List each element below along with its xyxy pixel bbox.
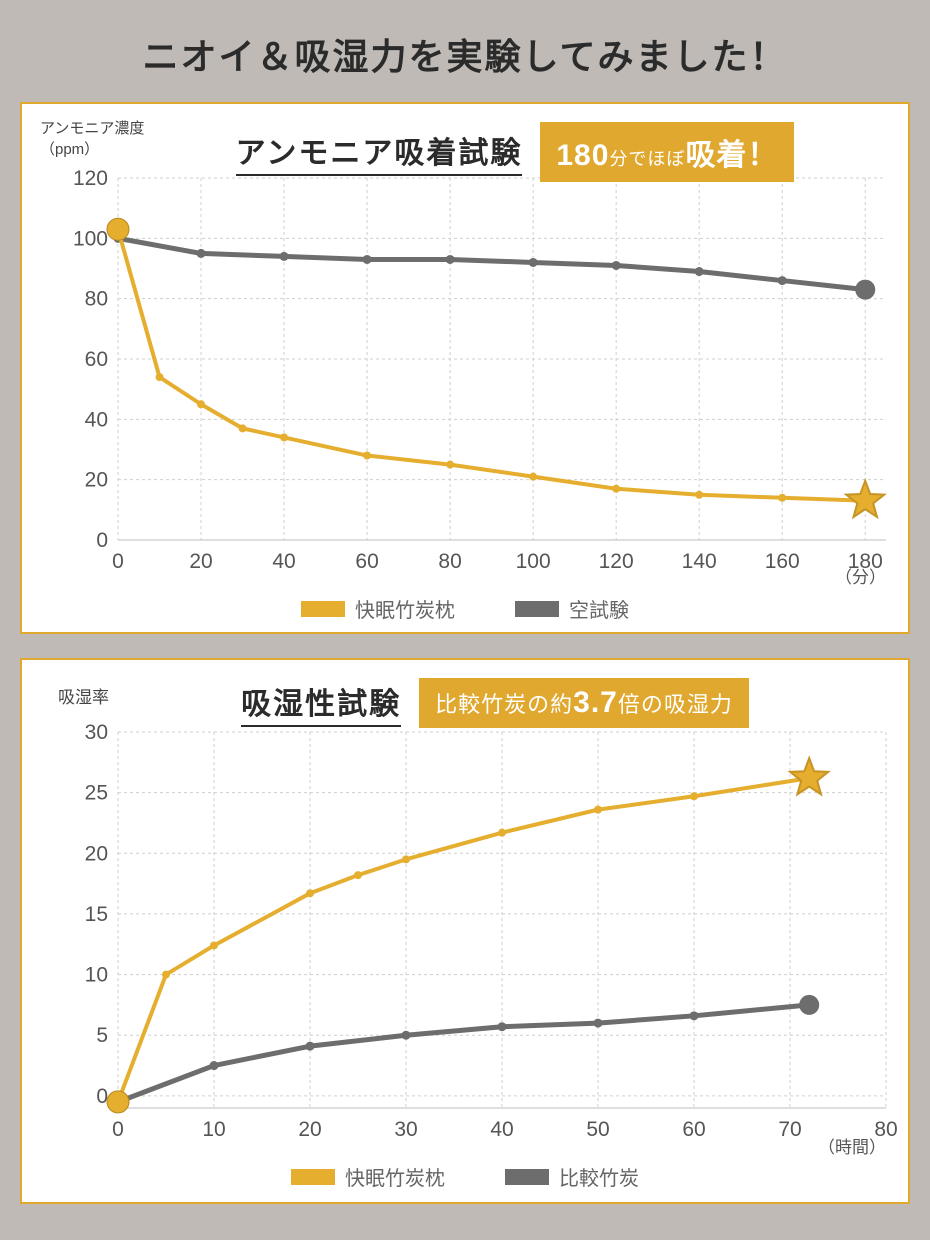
chart2-panel: 吸湿率 吸湿性試験 比較竹炭の約3.7倍の吸湿力 010203040506070…: [20, 658, 910, 1204]
svg-text:140: 140: [682, 550, 717, 573]
legend-swatch: [515, 601, 559, 617]
svg-text:5: 5: [96, 1024, 108, 1047]
chart2-svg: 01020304050607080051015202530: [22, 660, 908, 1162]
svg-text:10: 10: [85, 964, 108, 987]
legend-label: 快眠竹炭枕: [345, 1162, 445, 1191]
legend-item: 比較竹炭: [505, 1162, 639, 1191]
chart1-badge: 180分でほぼ吸着！: [540, 122, 794, 182]
svg-text:15: 15: [85, 903, 108, 926]
legend-label: 比較竹炭: [559, 1162, 639, 1191]
chart1-badge-mid: 分でほぼ: [609, 149, 685, 169]
svg-text:60: 60: [85, 348, 108, 371]
legend-swatch: [505, 1169, 549, 1185]
legend-swatch: [301, 601, 345, 617]
chart2-badge-num: 3.7: [573, 686, 618, 719]
svg-text:80: 80: [85, 288, 108, 311]
chart1-badge-num: 180: [556, 139, 609, 172]
chart2-badge: 比較竹炭の約3.7倍の吸湿力: [419, 678, 749, 728]
chart1-legend: 快眠竹炭枕 空試験: [22, 594, 908, 637]
svg-text:0: 0: [112, 550, 124, 573]
chart1-x-unit: （分）: [835, 563, 886, 588]
svg-text:20: 20: [85, 842, 108, 865]
svg-text:20: 20: [85, 469, 108, 492]
svg-text:30: 30: [394, 1118, 417, 1141]
page-title: ニオイ＆吸湿力を実験してみました！: [0, 0, 930, 102]
chart2-badge-post: 倍の吸湿力: [618, 692, 733, 717]
legend-swatch: [291, 1169, 335, 1185]
svg-text:20: 20: [189, 550, 212, 573]
svg-text:0: 0: [112, 1118, 124, 1141]
svg-text:120: 120: [599, 550, 634, 573]
svg-text:0: 0: [96, 529, 108, 552]
svg-text:70: 70: [778, 1118, 801, 1141]
svg-text:40: 40: [85, 408, 108, 431]
svg-text:80: 80: [438, 550, 461, 573]
svg-text:160: 160: [765, 550, 800, 573]
legend-item: 快眠竹炭枕: [291, 1162, 445, 1191]
svg-text:100: 100: [73, 227, 108, 250]
chart2-header: 吸湿性試験 比較竹炭の約3.7倍の吸湿力: [22, 660, 908, 728]
chart1-badge-end: 吸着！: [685, 139, 778, 172]
svg-text:60: 60: [682, 1118, 705, 1141]
chart1-header: アンモニア吸着試験 180分でほぼ吸着！: [22, 104, 908, 182]
svg-text:60: 60: [355, 550, 378, 573]
svg-text:0: 0: [96, 1085, 108, 1108]
chart1-panel: アンモニア濃度 （ppm） アンモニア吸着試験 180分でほぼ吸着！ 02040…: [20, 102, 910, 634]
svg-text:40: 40: [490, 1118, 513, 1141]
chart2-x-unit: （時間）: [818, 1133, 886, 1158]
legend-label: 空試験: [569, 594, 629, 623]
legend-item: 空試験: [515, 594, 629, 623]
svg-text:25: 25: [85, 782, 108, 805]
chart2-legend: 快眠竹炭枕 比較竹炭: [22, 1162, 908, 1205]
svg-text:100: 100: [516, 550, 551, 573]
chart2-badge-pre: 比較竹炭の約: [435, 692, 573, 717]
chart1-title: アンモニア吸着試験: [236, 128, 523, 176]
svg-text:20: 20: [298, 1118, 321, 1141]
svg-text:50: 50: [586, 1118, 609, 1141]
legend-item: 快眠竹炭枕: [301, 594, 455, 623]
svg-text:10: 10: [202, 1118, 225, 1141]
legend-label: 快眠竹炭枕: [355, 594, 455, 623]
svg-text:40: 40: [272, 550, 295, 573]
chart2-title: 吸湿性試験: [241, 679, 401, 727]
